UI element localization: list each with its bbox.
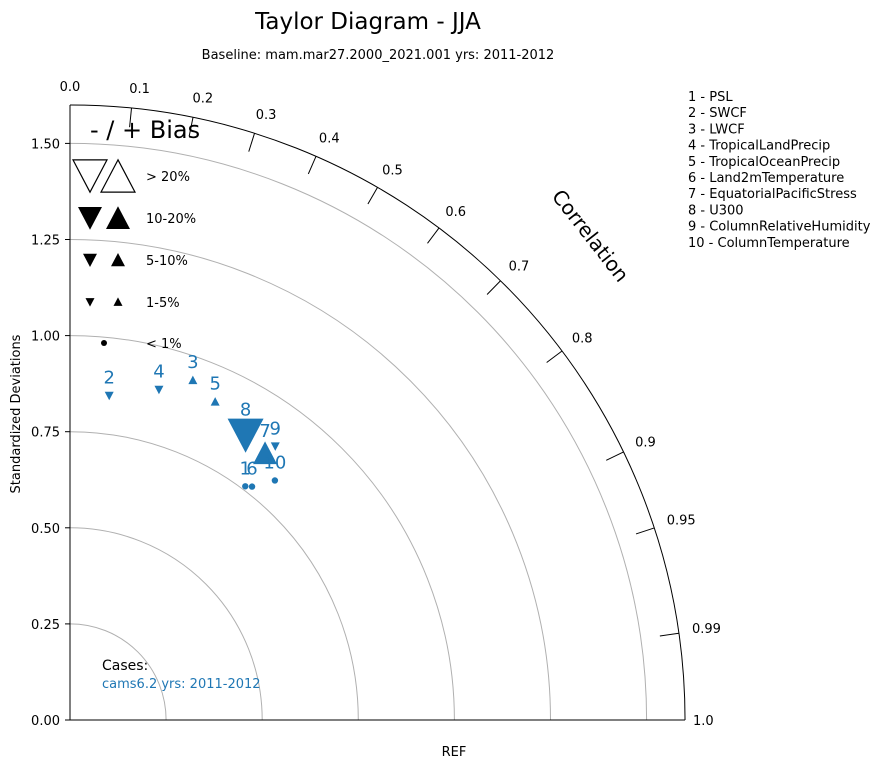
- correlation-ticks: 0.0 0.1 0.2 0.3 0.4 0.5 0.6 0.7 0.8 0.9 0.95 0.99 1.…: [60, 80, 721, 729]
- variable-legend-item: 1 - PSL: [688, 90, 733, 105]
- std-circle-1: [69, 335, 455, 721]
- variable-legend-item: 2 - SWCF: [688, 106, 747, 121]
- point-label-4: 4: [153, 362, 164, 383]
- variable-legend-item: 3 - LWCF: [688, 122, 745, 137]
- legend-label-0: > 20%: [146, 170, 190, 185]
- corr-tick-0.2: [188, 117, 194, 137]
- corr-tick-label-0.7: 0.7: [509, 259, 530, 274]
- std-tick-label-1.5: 1.50: [31, 137, 60, 152]
- point-label-3: 3: [187, 352, 198, 373]
- point-marker-3: [188, 375, 198, 385]
- std-tick-label-1.25: 1.25: [31, 234, 60, 249]
- case-name: cams6.2 yrs: 2011-2012: [102, 677, 261, 692]
- corr-tick-label-0: 0.0: [60, 80, 81, 95]
- corr-tick-0.99: [659, 632, 679, 637]
- legend-up-triangle-3: [113, 297, 123, 306]
- std-circle-0.75: [69, 431, 359, 721]
- variable-legend-item: 4 - TropicalLandPrecip: [688, 139, 830, 154]
- point-marker-6: [248, 483, 256, 490]
- point-marker-1: [242, 483, 249, 490]
- std-grid: [69, 142, 648, 721]
- std-circle-1.25: [69, 239, 551, 721]
- point-marker-4: [154, 385, 164, 395]
- legend-label-3: 1-5%: [146, 296, 180, 311]
- corr-tick-0.6: [427, 227, 440, 244]
- chart-subtitle: Baseline: mam.mar27.2000_2021.001 yrs: 2…: [202, 48, 555, 63]
- variable-legend-item: 10 - ColumnTemperature: [688, 236, 850, 251]
- corr-tick-label-0.95: 0.95: [667, 514, 696, 529]
- corr-tick-0.9: [606, 451, 624, 461]
- point-marker-7: [253, 441, 278, 465]
- variable-legend-item: 7 - EquatorialPacificStress: [688, 187, 857, 202]
- corr-tick-label-0.9: 0.9: [635, 435, 656, 450]
- legend-down-triangle-3: [85, 298, 95, 307]
- corr-tick-label-0.99: 0.99: [692, 622, 721, 637]
- legend-down-triangle-1: [78, 206, 102, 230]
- corr-tick-label-0.4: 0.4: [319, 131, 340, 146]
- std-circle-1.5: [69, 142, 648, 721]
- point-marker-2: [104, 391, 114, 401]
- variable-legend-item: 6 - Land2mTemperature: [688, 171, 844, 186]
- point-marker-5: [210, 397, 220, 406]
- cases-label: Cases:: [102, 658, 148, 674]
- std-circle-0.5: [69, 527, 263, 721]
- corr-tick-0.7: [486, 280, 501, 295]
- point-label-10: 10: [263, 452, 286, 473]
- std-circle-0.25: [69, 623, 167, 721]
- legend-down-triangle-0: [72, 159, 108, 194]
- point-label-1: 1: [240, 458, 251, 479]
- corr-tick-label-0.5: 0.5: [382, 163, 403, 178]
- std-tick-label-1: 1.00: [31, 330, 60, 345]
- corr-tick-0.3: [248, 133, 255, 152]
- x-axis-label: REF: [442, 745, 467, 760]
- outer-arc: [69, 104, 686, 721]
- corr-tick-label-0.6: 0.6: [445, 205, 466, 220]
- corr-tick-label-0.8: 0.8: [572, 332, 593, 347]
- corr-tick-label-0.3: 0.3: [256, 108, 277, 123]
- y-axis-label: Standardized Deviations: [9, 334, 24, 493]
- corr-tick-0.95: [635, 527, 655, 535]
- axes: [69, 104, 686, 721]
- bias-legend-title: - / + Bias: [90, 116, 200, 144]
- std-ticks: 0.00 0.25 0.50 0.75 1.00 1.25 1.50: [31, 137, 70, 729]
- legend-down-triangle-2: [83, 253, 97, 267]
- legend-up-triangle-1: [106, 206, 130, 230]
- std-tick-label-0.5: 0.50: [31, 522, 60, 537]
- point-label-6: 6: [246, 459, 257, 480]
- corr-tick-label-0.2: 0.2: [192, 91, 213, 106]
- legend-label-4: < 1%: [146, 337, 182, 352]
- std-tick-label-0: 0.00: [31, 714, 60, 729]
- variable-legend-item: 5 - TropicalOceanPrecip: [688, 155, 840, 170]
- bias-legend: - / + Bias > 20% 10-20% 5-10% 1-5% < 1%: [72, 116, 200, 352]
- point-label-8: 8: [240, 399, 251, 420]
- corr-tick-0.1: [129, 107, 133, 128]
- corr-tick-0.4: [307, 156, 317, 175]
- legend-label-1: 10-20%: [146, 212, 196, 227]
- point-label-7: 7: [259, 421, 270, 442]
- std-tick-label-0.25: 0.25: [31, 618, 60, 633]
- legend-up-triangle-0: [100, 158, 136, 193]
- point-marker-10: [271, 477, 279, 484]
- std-tick-label-0.75: 0.75: [31, 426, 60, 441]
- legend-label-2: 5-10%: [146, 254, 188, 269]
- legend-dot-4: [101, 340, 107, 346]
- corr-tick-0.5: [367, 187, 378, 205]
- point-label-5: 5: [209, 374, 220, 395]
- point-marker-8: [227, 418, 264, 453]
- chart-title: Taylor Diagram - JJA: [254, 9, 481, 35]
- point-label-9: 9: [270, 418, 281, 439]
- corr-tick-label-1: 1.0: [693, 714, 714, 729]
- point-label-2: 2: [103, 368, 114, 389]
- corr-tick-0.8: [546, 350, 563, 363]
- point-marker-9: [270, 442, 280, 451]
- corr-tick-label-0.1: 0.1: [129, 82, 150, 97]
- correlation-axis-label: Correlation: [547, 185, 634, 287]
- variable-legend-item: 8 - U300: [688, 203, 744, 218]
- variable-legend-item: 9 - ColumnRelativeHumidity: [688, 220, 871, 235]
- legend-up-triangle-2: [111, 253, 125, 267]
